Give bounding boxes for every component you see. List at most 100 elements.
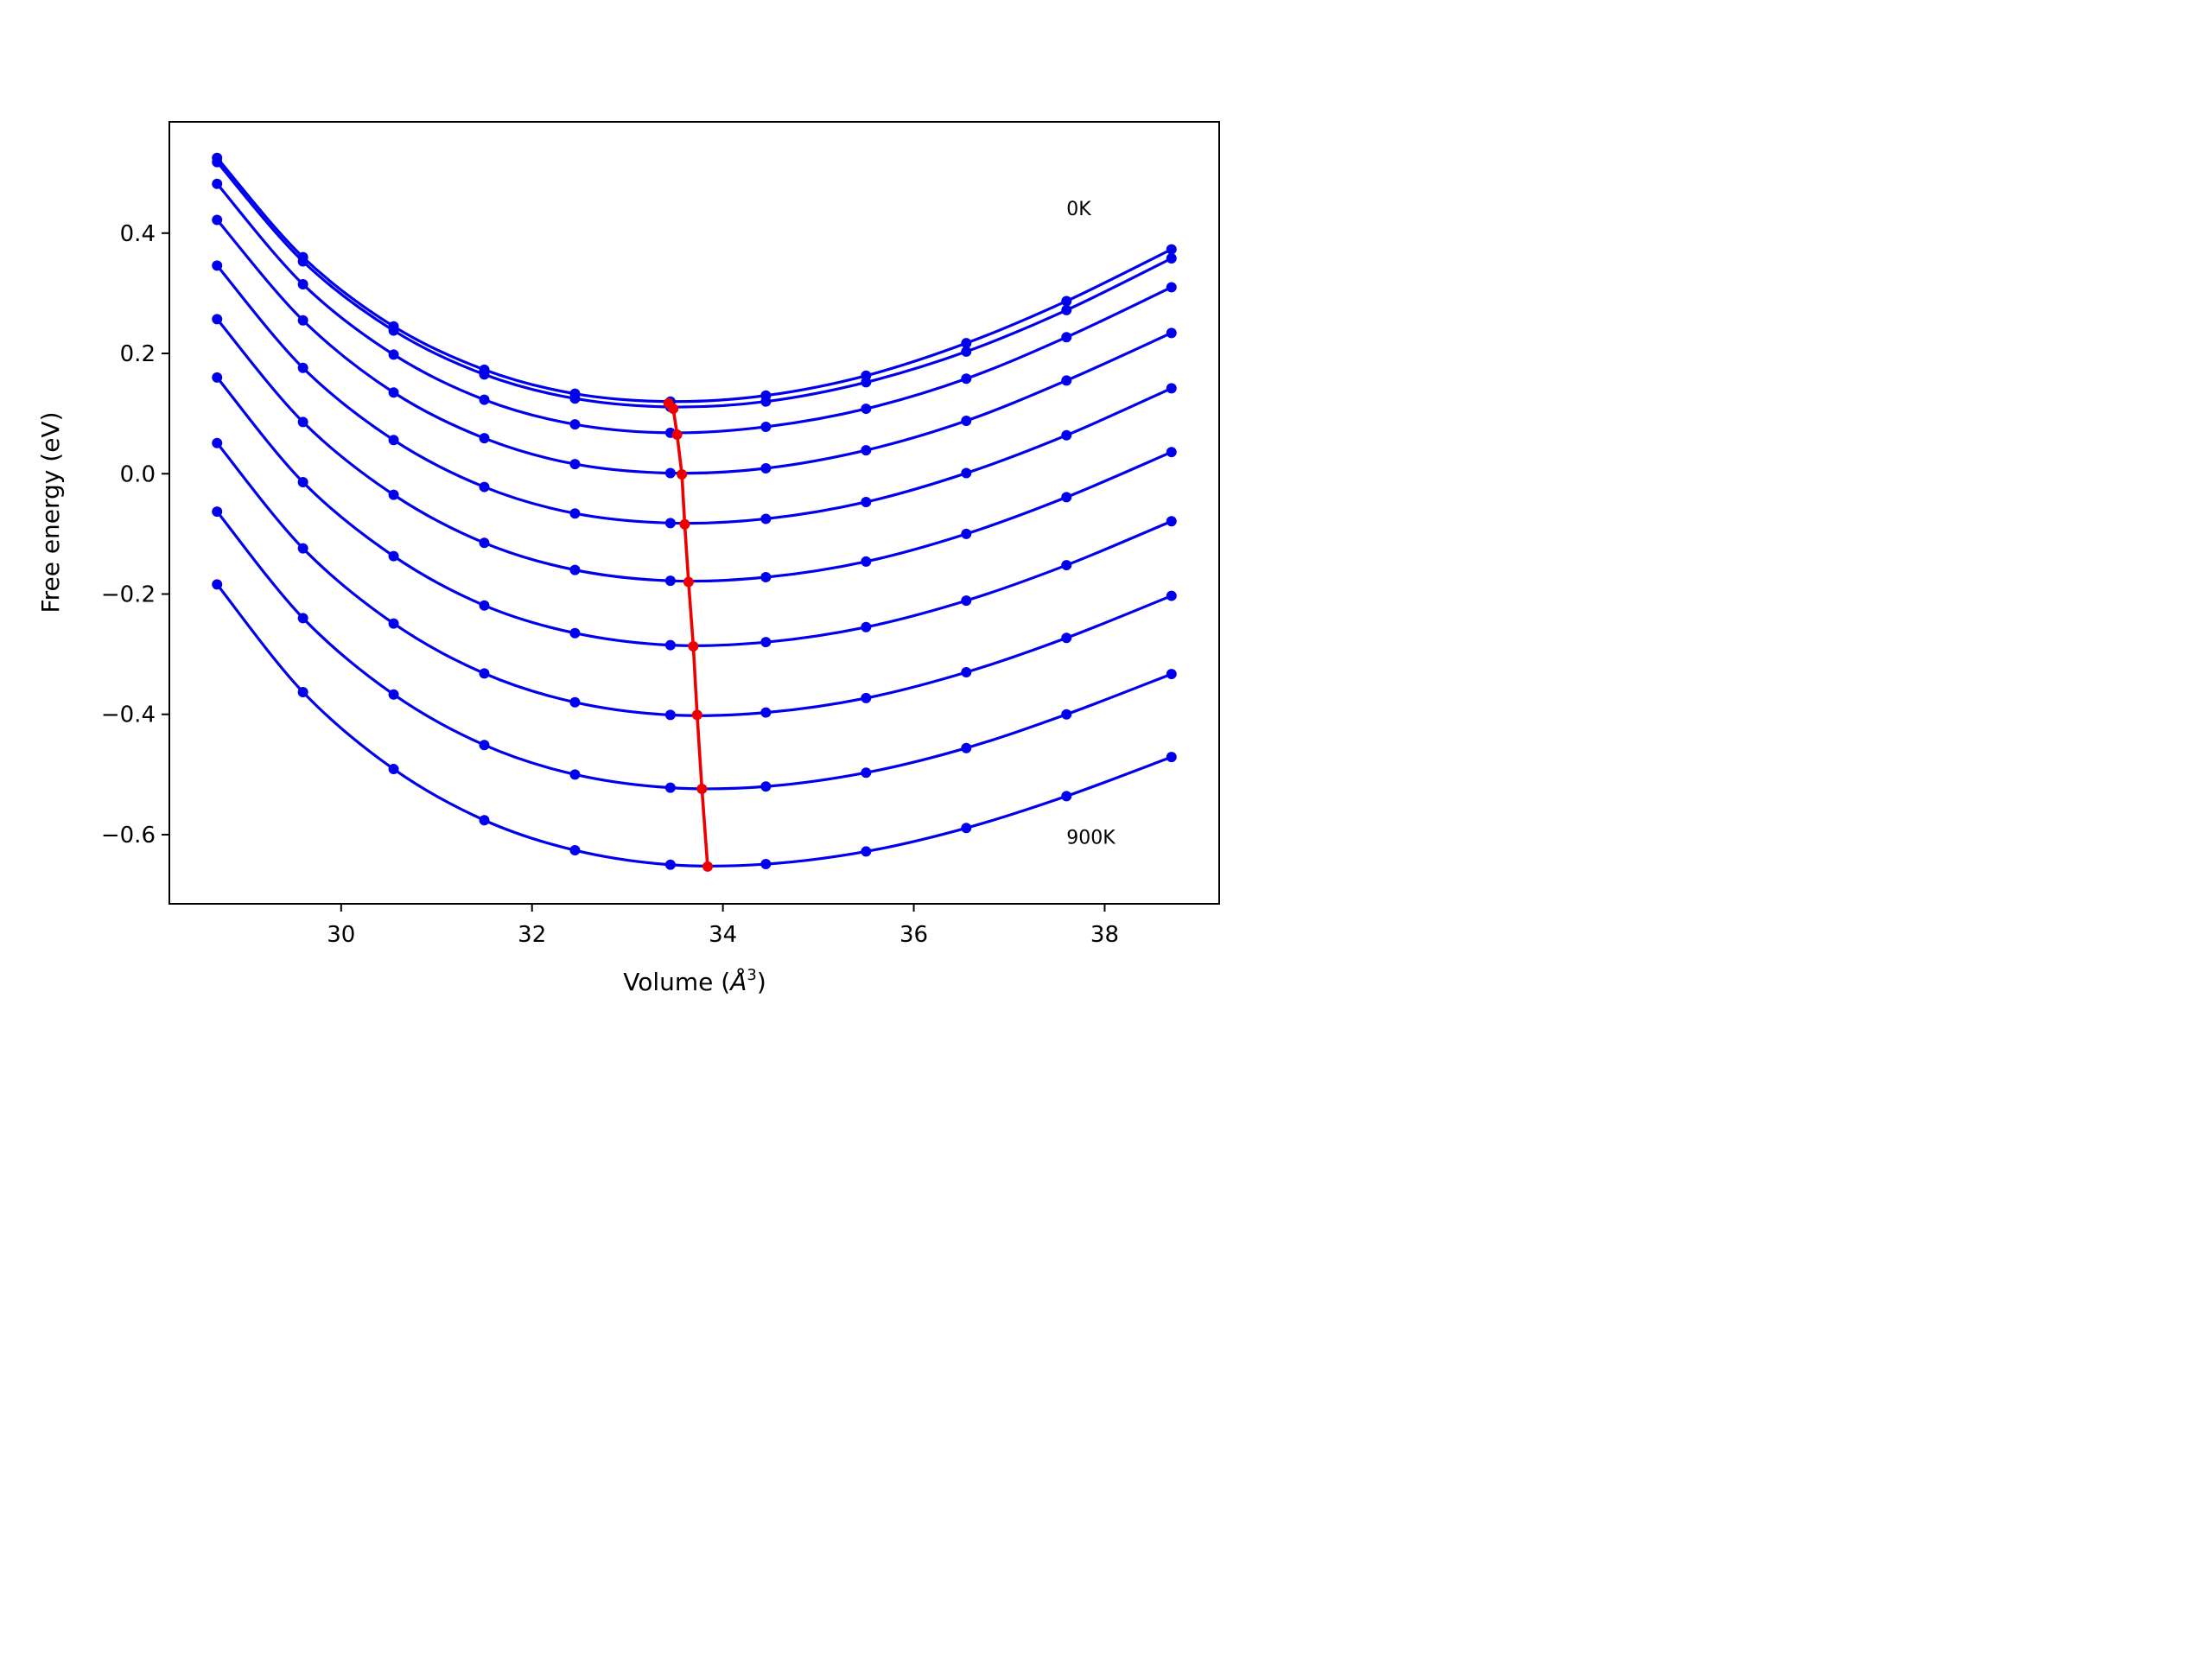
x-tick-label-3: 36 — [899, 922, 928, 948]
series-2-point-10 — [1166, 282, 1177, 293]
series-1-point-1 — [297, 256, 308, 267]
series-8-point-3 — [479, 740, 490, 751]
series-5-point-2 — [388, 489, 399, 500]
series-7-point-2 — [388, 618, 399, 629]
series-5-point-9 — [1061, 492, 1072, 503]
series-5-point-1 — [297, 416, 308, 428]
series-2-point-8 — [961, 373, 972, 385]
y-tick-label-0: −0.6 — [101, 823, 156, 849]
series-2-point-9 — [1061, 332, 1072, 343]
series-8-point-6 — [760, 781, 772, 792]
series-8-point-5 — [664, 782, 676, 793]
series-5-point-6 — [760, 571, 772, 582]
series-0-point-8 — [961, 338, 972, 349]
series-2-point-6 — [760, 421, 772, 432]
series-6-point-8 — [961, 595, 972, 607]
x-tick-label-4: 38 — [1090, 922, 1119, 948]
series-7-point-10 — [1166, 590, 1177, 601]
series-8-point-4 — [569, 769, 581, 780]
minimum-point-8 — [696, 784, 708, 795]
series-6-point-6 — [760, 637, 772, 648]
y-tick-label-3: 0.0 — [120, 461, 156, 487]
series-2-point-4 — [569, 419, 581, 430]
series-5-point-5 — [664, 575, 676, 587]
x-axis-label: Volume (Å3) — [623, 966, 766, 996]
series-5-point-0 — [212, 314, 223, 325]
y-tick-label-1: −0.4 — [101, 702, 156, 728]
series-0-point-9 — [1061, 296, 1072, 307]
x-tick-label-1: 32 — [518, 922, 546, 948]
series-1-point-7 — [861, 377, 872, 388]
series-1-point-0 — [212, 156, 223, 168]
series-7-point-7 — [861, 692, 872, 703]
series-1-point-6 — [760, 396, 772, 407]
y-axis: −0.6 −0.4 −0.2 0.0 0.2 0.4 — [101, 221, 169, 849]
series-4-point-2 — [388, 435, 399, 446]
minimum-point-5 — [683, 576, 694, 588]
minimum-point-4 — [679, 518, 690, 530]
series-5-point-4 — [569, 564, 581, 575]
series-5-point-7 — [861, 556, 872, 567]
series-9-point-1 — [297, 686, 308, 697]
series-8-point-2 — [388, 689, 399, 700]
series-4-point-0 — [212, 260, 223, 271]
series-9-point-0 — [212, 579, 223, 590]
series-9-point-3 — [479, 815, 490, 826]
x-tick-label-0: 30 — [327, 922, 355, 948]
series-1-point-8 — [961, 346, 972, 357]
series-3-point-9 — [1061, 375, 1072, 386]
series-2-point-0 — [212, 178, 223, 189]
minimum-point-6 — [688, 641, 699, 652]
series-9-point-6 — [760, 859, 772, 870]
series-1-point-4 — [569, 393, 581, 404]
series-8-point-9 — [1061, 709, 1072, 720]
minimum-line — [667, 402, 709, 867]
series-7-point-5 — [664, 709, 676, 721]
series-7-point-9 — [1061, 632, 1072, 644]
series-6-point-1 — [297, 476, 308, 487]
series-1-point-10 — [1166, 253, 1177, 264]
series-9-point-2 — [388, 764, 399, 775]
series-6-point-9 — [1061, 560, 1072, 571]
y-tick-label-4: 0.2 — [120, 341, 156, 367]
series-2-point-2 — [388, 349, 399, 360]
series-8-point-8 — [961, 742, 972, 753]
series-4-point-10 — [1166, 383, 1177, 394]
series-8-point-7 — [861, 767, 872, 779]
series-3-point-10 — [1166, 327, 1177, 339]
series-4-point-9 — [1061, 429, 1072, 441]
series-3-point-4 — [569, 459, 581, 470]
series-layer — [212, 152, 1177, 870]
series-3-point-5 — [664, 467, 676, 479]
free-energy-chart: 30 32 34 36 38 −0.6−0.4−0.20.00.20.4 0K900K … — [36, 121, 1220, 996]
series-9-point-5 — [664, 859, 676, 870]
x-axis: 30 32 34 36 38 — [327, 904, 1119, 948]
plot-background — [169, 122, 1219, 904]
series-5-point-3 — [479, 537, 490, 549]
series-1-point-3 — [479, 369, 490, 380]
series-7-point-1 — [297, 543, 308, 554]
series-3-point-6 — [760, 462, 772, 474]
series-8-point-1 — [297, 613, 308, 624]
series-4-point-6 — [760, 513, 772, 524]
plot-frame — [168, 121, 1220, 905]
minimum-point-3 — [677, 468, 688, 480]
annotation-1: 900K — [1066, 827, 1116, 849]
y-axis-label: Free energy (eV) — [36, 411, 65, 613]
y-tick-label-5: 0.4 — [120, 221, 156, 247]
y-tick-label-2: −0.2 — [101, 582, 156, 607]
series-7-point-8 — [961, 666, 972, 677]
series-9-point-9 — [1061, 791, 1072, 802]
series-4-point-8 — [961, 467, 972, 479]
series-7-point-0 — [212, 437, 223, 448]
series-9-point-8 — [961, 823, 972, 834]
series-5-point-10 — [1166, 447, 1177, 458]
series-6-point-5 — [664, 639, 676, 651]
series-7-point-6 — [760, 707, 772, 718]
series-6-point-3 — [479, 600, 490, 611]
series-4-point-3 — [479, 481, 490, 493]
series-1-point-9 — [1061, 304, 1072, 315]
minimum-point-7 — [691, 709, 702, 721]
series-9-point-10 — [1166, 752, 1177, 763]
series-4-point-5 — [664, 518, 676, 529]
